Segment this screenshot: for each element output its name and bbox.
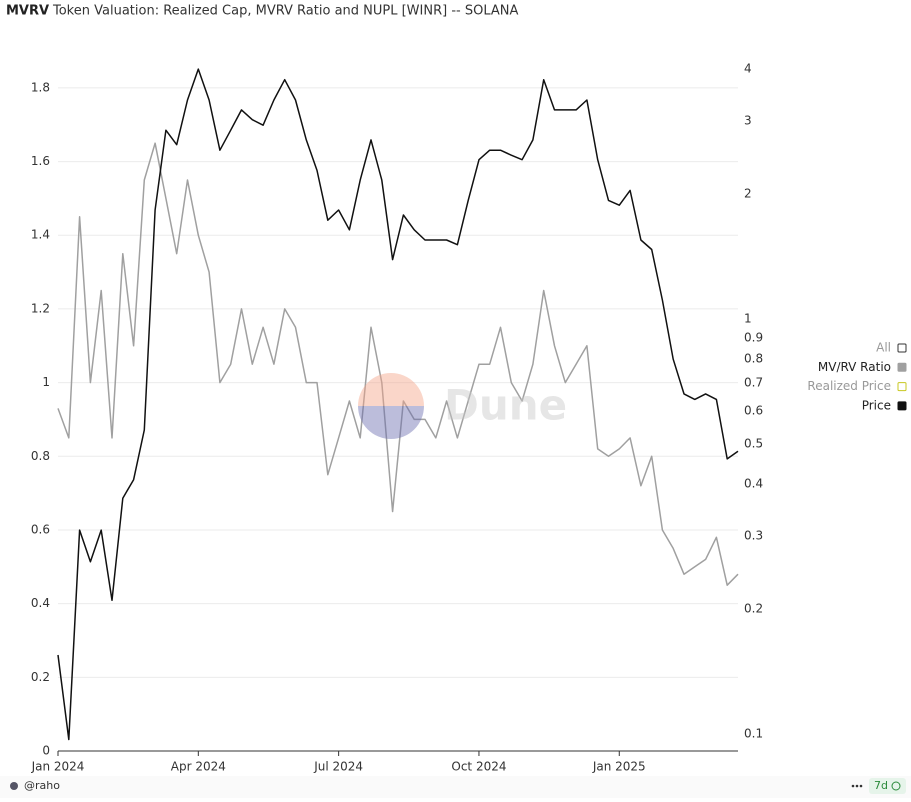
menu[interactable] [851,784,863,788]
y2-tick-label: 3 [744,113,752,127]
author[interactable]: @raho [24,779,60,792]
y2-tick-label: 0.7 [744,376,763,390]
avatar [10,782,18,790]
x-tick-label: Apr 2024 [171,760,226,774]
y-tick-label: 0 [42,744,50,758]
legend-swatch[interactable] [897,382,907,392]
legend-label: Price [862,398,891,412]
y2-tick-label: 0.2 [744,602,763,616]
y2-tick-label: 0.5 [744,436,763,450]
footer [0,776,911,798]
watermark-text: Dune [444,381,567,430]
watermark-logo [358,373,424,406]
y-tick-label: 1 [42,375,50,389]
y-tick-label: 1.8 [31,80,50,94]
watermark: Dune [358,373,567,439]
legend-label: All [876,341,891,355]
y-tick-label: 1.2 [31,301,50,315]
menu-dot [855,784,859,788]
series-line [57,142,739,586]
y2-tick-label: 4 [744,62,752,76]
badge: MVRV [6,4,49,19]
y-tick-label: 0.6 [31,522,50,536]
y2-tick-label: 0.1 [744,727,763,741]
y2-tick-label: 0.3 [744,528,763,542]
x-tick-label: Jan 2024 [31,760,85,774]
y2-tick-label: 0.8 [744,352,763,366]
y-tick-label: 0.4 [31,596,50,610]
x-tick-label: Oct 2024 [451,760,506,774]
menu-dot [851,784,855,788]
y2-tick-label: 1 [744,311,752,325]
refresh-icon [891,781,901,791]
legend-swatch[interactable] [897,362,907,372]
watermark-logo [358,406,424,439]
refresh-label: 7d [874,779,888,792]
series-line [57,68,739,741]
x-tick-label: Jul 2024 [313,760,363,774]
y-tick-label: 1.6 [31,154,50,168]
y2-tick-label: 2 [744,187,752,201]
chart-title: Token Valuation: Realized Cap, MVRV Rati… [52,4,518,19]
y2-tick-label: 0.6 [744,404,763,418]
legend-swatch[interactable] [897,401,907,411]
y2-tick-label: 0.9 [744,330,763,344]
legend-label: Realized Price [807,379,891,393]
y-tick-label: 0.2 [31,670,50,684]
y-tick-label: 0.8 [31,449,50,463]
y-tick-label: 1.4 [31,228,50,242]
legend-label: MV/RV Ratio [818,360,891,374]
x-tick-label: Jan 2025 [592,760,646,774]
y2-tick-label: 0.4 [744,477,763,491]
menu-dot [859,784,863,788]
legend-swatch[interactable] [897,343,907,353]
